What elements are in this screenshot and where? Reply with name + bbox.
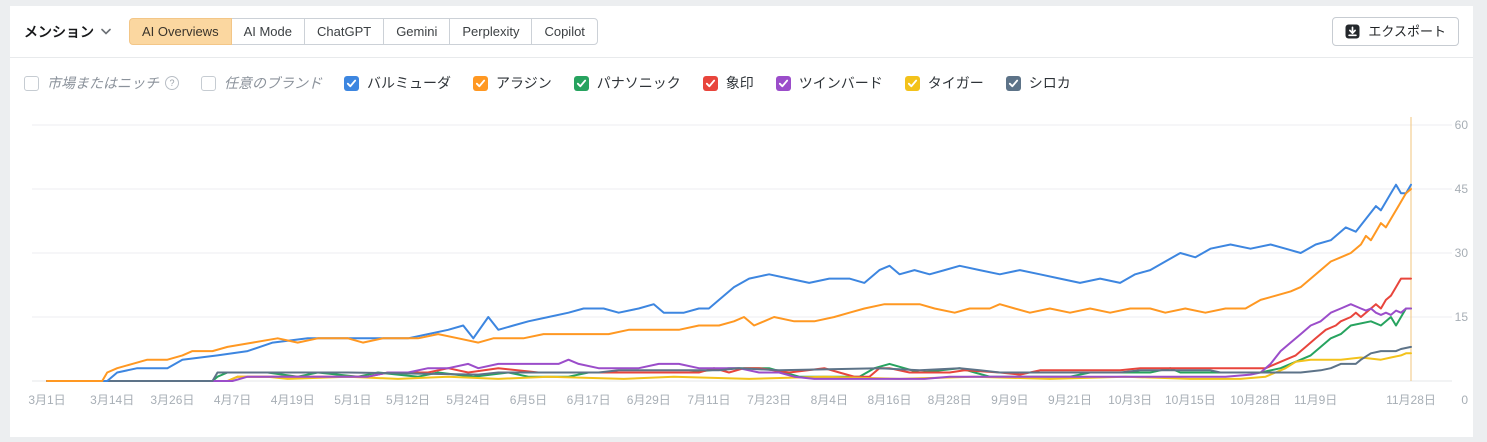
brand-label: パナソニック — [597, 73, 681, 93]
x-axis-label: 4月7日 — [214, 393, 251, 407]
y-axis-label: 60 — [1455, 118, 1469, 132]
checkbox-checked[interactable] — [344, 76, 359, 91]
x-axis-label: 6月29日 — [627, 393, 671, 407]
tab-ai-overviews[interactable]: AI Overviews — [129, 18, 232, 45]
metric-dropdown[interactable]: メンション — [24, 22, 111, 42]
brand-label: タイガー — [928, 73, 984, 93]
brand-legend: バルミューダ アラジン パナソニック 象印 ツインバード タイガー シロカ — [344, 73, 1071, 93]
y-axis-label: 30 — [1455, 246, 1469, 260]
checkbox-unchecked[interactable] — [201, 76, 216, 91]
checkbox-checked[interactable] — [703, 76, 718, 91]
x-axis-label: 10月15日 — [1165, 393, 1216, 407]
x-axis-label: 11月9日 — [1294, 393, 1337, 407]
tab-perplexity[interactable]: Perplexity — [449, 18, 532, 45]
brand-checkbox-tiger[interactable]: タイガー — [905, 73, 984, 93]
mentions-chart: 0 15 30 45 60 3月1日 3月14日 3月26日 4月7日 4月19日 5月1日 5月12… — [10, 108, 1473, 442]
help-icon[interactable]: ? — [165, 76, 179, 90]
brand-label: シロカ — [1029, 73, 1071, 93]
brand-checkbox-balmuda[interactable]: バルミューダ — [344, 73, 451, 93]
series-line-aladdin[interactable] — [47, 189, 1411, 381]
checkbox-checked[interactable] — [905, 76, 920, 91]
x-axis-label: 8月4日 — [811, 393, 848, 407]
export-button[interactable]: エクスポート — [1332, 17, 1459, 46]
x-axis-label: 3月14日 — [90, 393, 134, 407]
brand-label: バルミューダ — [367, 73, 451, 93]
any-brand-checkbox[interactable]: 任意のブランド — [201, 73, 322, 93]
market-or-niche-checkbox[interactable]: 市場またはニッチ ? — [24, 73, 179, 93]
brand-checkbox-siroca[interactable]: シロカ — [1006, 73, 1071, 93]
x-axis-label: 10月3日 — [1108, 393, 1152, 407]
x-axis-label: 9月9日 — [991, 393, 1028, 407]
tab-gemini[interactable]: Gemini — [383, 18, 450, 45]
market-or-niche-label: 市場またはニッチ — [47, 73, 159, 93]
export-button-label: エクスポート — [1368, 25, 1446, 38]
x-axis-label: 8月28日 — [928, 393, 972, 407]
x-axis-label: 7月11日 — [687, 393, 730, 407]
x-axis-label: 4月19日 — [271, 393, 315, 407]
series-line-zojirushi[interactable] — [47, 279, 1411, 381]
x-axis-label: 11月28日 — [1386, 393, 1436, 407]
line-chart-svg[interactable]: 0 15 30 45 60 3月1日 3月14日 3月26日 4月7日 4月19日 5月1日 5月12… — [10, 108, 1473, 437]
tab-ai-mode[interactable]: AI Mode — [231, 18, 305, 45]
x-axis-label: 6月5日 — [510, 393, 547, 407]
checkbox-checked[interactable] — [776, 76, 791, 91]
brand-checkbox-twinbird[interactable]: ツインバード — [776, 73, 883, 93]
brand-checkbox-panasonic[interactable]: パナソニック — [574, 73, 681, 93]
x-axis-label: 9月21日 — [1048, 393, 1092, 407]
x-axis-label: 5月12日 — [386, 393, 430, 407]
y-axis-label: 0 — [1461, 393, 1468, 407]
tab-copilot[interactable]: Copilot — [531, 18, 597, 45]
x-axis-label: 5月1日 — [334, 393, 371, 407]
checkbox-checked[interactable] — [1006, 76, 1021, 91]
x-axis-label: 3月1日 — [28, 393, 65, 407]
download-icon — [1345, 24, 1360, 39]
chevron-down-icon — [101, 28, 111, 35]
x-axis-label: 3月26日 — [150, 393, 194, 407]
checkbox-unchecked[interactable] — [24, 76, 39, 91]
filter-bar: 市場またはニッチ ? 任意のブランド バルミューダ アラジン パナソニック 象印 ツイン… — [10, 58, 1473, 108]
x-axis-label: 5月24日 — [446, 393, 490, 407]
y-axis-label: 15 — [1455, 310, 1469, 324]
brand-label: ツインバード — [799, 73, 883, 93]
y-axis-label: 45 — [1455, 182, 1469, 196]
x-axis-label: 10月28日 — [1230, 393, 1281, 407]
x-axis-label: 8月16日 — [867, 393, 911, 407]
brand-checkbox-aladdin[interactable]: アラジン — [473, 73, 552, 93]
x-axis-label: 7月23日 — [747, 393, 791, 407]
checkbox-checked[interactable] — [473, 76, 488, 91]
tab-chatgpt[interactable]: ChatGPT — [304, 18, 384, 45]
metric-dropdown-label: メンション — [24, 22, 94, 42]
any-brand-label: 任意のブランド — [224, 73, 322, 93]
brand-label: アラジン — [496, 73, 552, 93]
brand-label: 象印 — [726, 73, 754, 93]
brand-checkbox-zojirushi[interactable]: 象印 — [703, 73, 754, 93]
checkbox-checked[interactable] — [574, 76, 589, 91]
series-line-balmuda[interactable] — [47, 185, 1411, 381]
x-axis-label: 6月17日 — [567, 393, 611, 407]
